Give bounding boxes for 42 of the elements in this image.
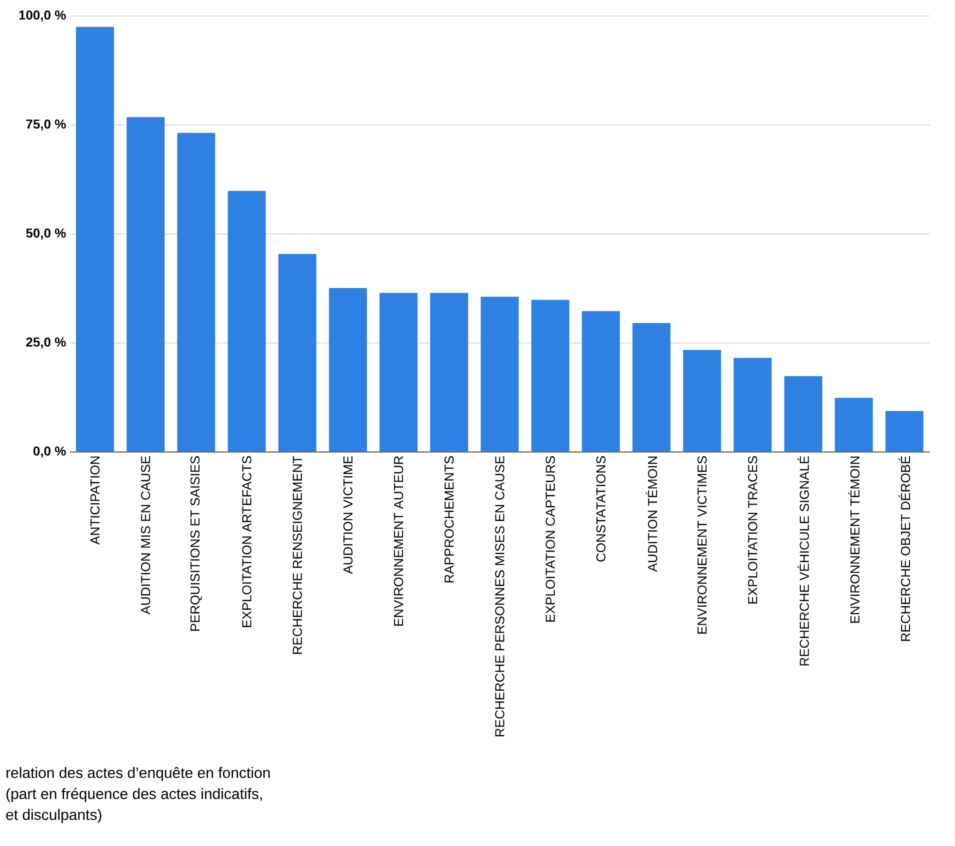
y-tick-label: 25,0 %: [26, 337, 66, 349]
bar: [480, 296, 519, 452]
bar: [885, 411, 924, 452]
bar: [582, 311, 620, 452]
bar: [632, 322, 670, 452]
x-tick-label: RECHERCHE RENSEIGNEMENT: [292, 456, 302, 654]
x-tick-label: ENVIRONNEMENT VICTIMES: [697, 456, 707, 634]
bar: [734, 358, 772, 452]
x-tick-label: AUDITION VICTIME: [343, 456, 353, 574]
x-tick-label: ANTICIPATION: [90, 456, 100, 545]
x-tick-label: RECHERCHE VÉHICULE SIGNALÉ: [798, 456, 809, 666]
x-tick-label: EXPLOITATION ARTEFACTS: [242, 456, 252, 628]
bar: [177, 132, 216, 452]
x-tick-label: EXPLOITATION CAPTEURS: [546, 456, 555, 622]
x-tick-label: ENVIRONNEMENT AUTEUR: [394, 456, 404, 626]
x-tick-label: RAPPROCHEMENTS: [444, 456, 454, 582]
bar: [430, 292, 468, 452]
x-tick-label: EXPLOITATION TRACES: [748, 456, 758, 604]
x-tick-label: RECHERCHE PERSONNES MISES EN CAUSE: [495, 456, 504, 736]
bar: [278, 254, 316, 452]
x-tick-label: AUDITION MIS EN CAUSE: [140, 456, 150, 614]
x-tick-label: AUDITION TÉMOIN: [646, 456, 658, 572]
bar: [834, 398, 873, 452]
x-tick-label: CONSTATATIONS: [596, 456, 606, 562]
bar: [228, 190, 266, 452]
bar: [380, 292, 418, 452]
x-tick-label: PERQUISITIONS ET SAISIES: [190, 456, 202, 631]
bar: [328, 288, 367, 452]
y-tick-label: 100,0 %: [19, 10, 66, 22]
bar: [126, 117, 165, 452]
text: (part en fréquence des actes indicatifs,: [6, 788, 262, 802]
text: relation des actes d’enquête en fonction: [6, 766, 270, 782]
bar: [76, 26, 114, 452]
x-tick-label: RECHERCHE OBJET DÉROBÉ: [898, 456, 910, 641]
bar: [531, 300, 570, 452]
y-tick-label: 0,0 %: [33, 446, 66, 458]
y-tick-label: 50,0 %: [26, 228, 66, 240]
x-tick-label: ENVIRONNEMENT TÉMOIN: [848, 456, 860, 623]
bar: [784, 376, 822, 452]
text: et disculpants): [6, 809, 102, 823]
bar: [683, 350, 722, 452]
y-tick-label: 75,0 %: [26, 119, 66, 131]
